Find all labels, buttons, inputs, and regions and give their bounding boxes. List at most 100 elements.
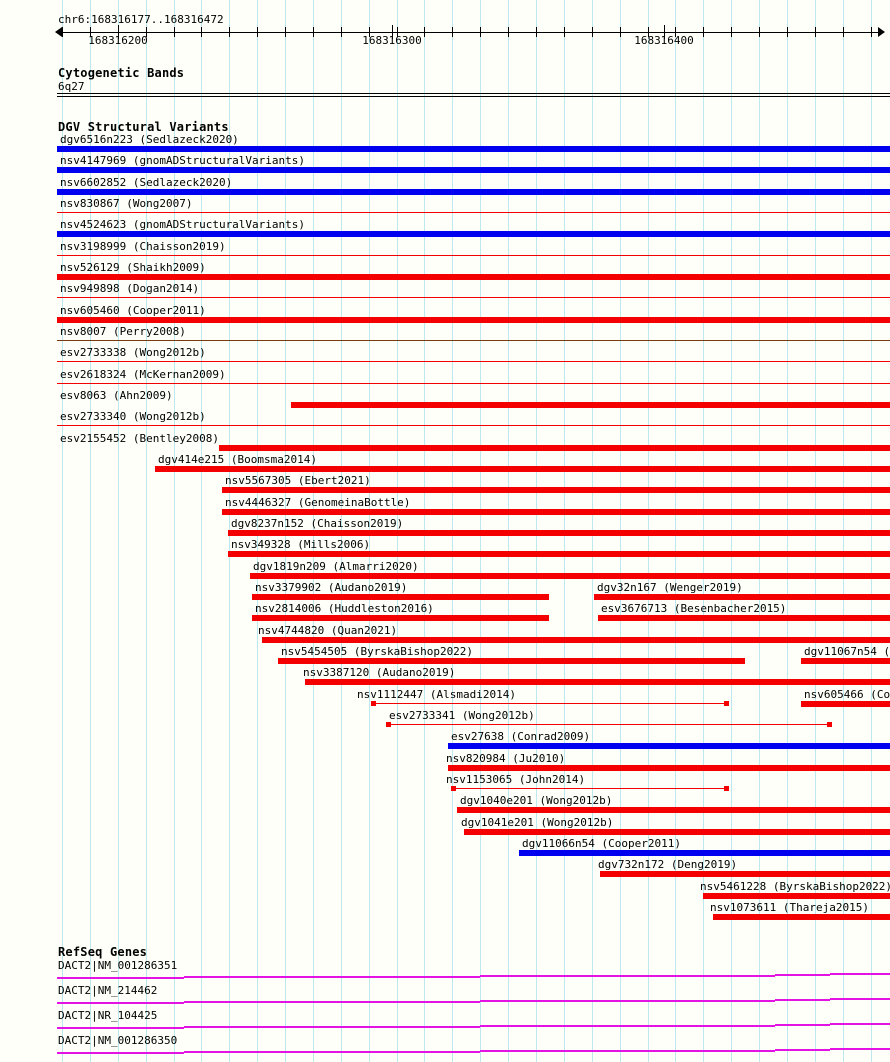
dgv-variant-bar[interactable] — [594, 593, 890, 600]
dgv-variant-label[interactable]: nsv3198999 (Chaisson2019) — [60, 239, 226, 253]
dgv-variant-bar[interactable] — [703, 892, 890, 899]
dgv-variant-label[interactable]: nsv830867 (Wong2007) — [60, 196, 193, 210]
dgv-variant-bar[interactable] — [252, 593, 549, 600]
refseq-gene-segment[interactable] — [57, 1002, 184, 1004]
dgv-variant-label[interactable]: nsv5454505 (ByrskaBishop2022) — [281, 644, 474, 658]
dgv-variant-label[interactable]: esv2618324 (McKernan2009) — [60, 367, 226, 381]
dgv-variant-line[interactable] — [57, 361, 890, 363]
refseq-gene-label[interactable]: DACT2|NM_001286350 — [58, 1034, 178, 1047]
dgv-variant-label[interactable]: nsv949898 (Dogan2014) — [60, 282, 200, 296]
dgv-variant-label[interactable]: esv2733340 (Wong2012b) — [60, 410, 206, 424]
refseq-gene-segment[interactable] — [184, 1001, 480, 1003]
dgv-variant-label[interactable]: esv2733338 (Wong2012b) — [60, 346, 206, 360]
refseq-gene-segment[interactable] — [57, 1027, 184, 1029]
dgv-variant-label[interactable]: nsv4524623 (gnomADStructuralVariants) — [60, 218, 306, 232]
dgv-variant-label[interactable]: nsv5461228 (ByrskaBishop2022) — [700, 879, 890, 893]
dgv-variant-bar[interactable] — [291, 401, 890, 408]
refseq-gene-segment[interactable] — [830, 998, 890, 1000]
dgv-variant-label[interactable]: nsv4147969 (gnomADStructuralVariants) — [60, 154, 306, 168]
dgv-variant-line[interactable] — [57, 339, 890, 341]
dgv-variant-bar[interactable] — [448, 764, 890, 771]
dgv-variant-label[interactable]: esv2733341 (Wong2012b) — [389, 708, 535, 722]
dgv-variant-bar[interactable] — [305, 679, 890, 686]
dgv-variant-label[interactable]: nsv3379902 (Audano2019) — [255, 580, 408, 594]
dgv-variant-label[interactable]: dgv732n172 (Deng2019) — [598, 858, 738, 872]
dgv-variant-bar[interactable] — [262, 636, 890, 643]
refseq-gene-segment[interactable] — [184, 1051, 480, 1053]
refseq-gene-label[interactable]: DACT2|NR_104425 — [58, 1009, 158, 1022]
dgv-variant-label[interactable]: dgv1040e201 (Wong2012b) — [460, 794, 613, 808]
dgv-variant-bar[interactable] — [222, 487, 890, 494]
dgv-variant-bar[interactable] — [448, 743, 890, 750]
dgv-variant-label[interactable]: esv2155452 (Bentley2008) — [60, 431, 219, 445]
dgv-variant-line[interactable] — [57, 382, 890, 384]
dgv-variant-label[interactable]: nsv605466 (Coop — [804, 687, 890, 701]
dgv-variant-bar[interactable] — [713, 913, 890, 920]
dgv-variant-label[interactable]: nsv3387120 (Audano2019) — [303, 666, 456, 680]
dgv-variant-bar[interactable] — [457, 807, 890, 814]
refseq-gene-segment[interactable] — [830, 1048, 890, 1050]
dgv-variant-label[interactable]: nsv1073611 (Thareja2015) — [710, 900, 869, 914]
dgv-variant-bar[interactable] — [228, 551, 890, 558]
dgv-variant-label[interactable]: dgv1041e201 (Wong2012b) — [461, 815, 614, 829]
dgv-variant-bar[interactable] — [57, 188, 890, 195]
dgv-variant-label[interactable]: esv8063 (Ahn2009) — [60, 388, 173, 402]
dgv-variant-label[interactable]: dgv414e215 (Boomsma2014) — [158, 452, 317, 466]
dgv-variant-label[interactable]: dgv11067n54 (Co — [804, 644, 890, 658]
dgv-variant-line[interactable] — [451, 787, 729, 789]
dgv-variant-bar[interactable] — [57, 273, 890, 280]
dgv-variant-label[interactable]: nsv5567305 (Ebert2021) — [225, 474, 371, 488]
dgv-variant-line[interactable] — [371, 702, 729, 704]
dgv-variant-label[interactable]: nsv4446327 (GenomeinaBottle) — [225, 495, 411, 509]
dgv-variant-label[interactable]: dgv6516n223 (Sedlazeck2020) — [60, 133, 239, 146]
dgv-variant-line[interactable] — [386, 723, 832, 725]
dgv-variant-bar[interactable] — [222, 508, 890, 515]
dgv-variant-label[interactable]: nsv820984 (Ju2010) — [446, 751, 566, 765]
dgv-variant-label[interactable]: nsv605460 (Cooper2011) — [60, 303, 206, 317]
refseq-gene-segment[interactable] — [57, 1052, 184, 1054]
dgv-variant-bar[interactable] — [600, 871, 890, 878]
dgv-variant-line[interactable] — [57, 211, 890, 213]
dgv-variant-bar[interactable] — [219, 444, 890, 451]
dgv-variant-bar[interactable] — [278, 657, 745, 664]
dgv-variant-label[interactable]: nsv1153065 (John2014) — [446, 772, 586, 786]
dgv-variant-label[interactable]: nsv526129 (Shaikh2009) — [60, 260, 206, 274]
dgv-variant-bar[interactable] — [57, 167, 890, 174]
refseq-gene-label[interactable]: DACT2|NM_001286351 — [58, 959, 178, 972]
dgv-variant-line[interactable] — [57, 297, 890, 299]
dgv-variant-bar[interactable] — [464, 828, 890, 835]
dgv-variant-label[interactable]: dgv1819n209 (Almarri2020) — [253, 559, 419, 573]
dgv-variant-bar[interactable] — [155, 465, 890, 472]
dgv-variant-line[interactable] — [57, 425, 890, 427]
dgv-variant-bar[interactable] — [57, 146, 890, 152]
refseq-gene-segment[interactable] — [184, 976, 480, 978]
dgv-variant-label[interactable]: esv27638 (Conrad2009) — [451, 730, 591, 744]
refseq-gene-label[interactable]: DACT2|NM_214462 — [58, 984, 158, 997]
dgv-variant-label[interactable]: nsv349328 (Mills2006) — [231, 538, 371, 552]
dgv-variant-bar[interactable] — [252, 615, 549, 622]
dgv-variant-bar[interactable] — [519, 849, 890, 856]
refseq-gene-segment[interactable] — [480, 1050, 775, 1052]
refseq-gene-segment[interactable] — [480, 975, 775, 977]
dgv-variant-label[interactable]: dgv11066n54 (Cooper2011) — [522, 836, 681, 850]
dgv-variant-bar[interactable] — [57, 316, 890, 323]
refseq-gene-segment[interactable] — [775, 1024, 830, 1026]
refseq-gene-segment[interactable] — [830, 1023, 890, 1025]
dgv-variant-label[interactable]: nsv2814006 (Huddleston2016) — [255, 602, 434, 616]
dgv-variant-bar[interactable] — [801, 657, 890, 664]
dgv-variant-label[interactable]: dgv8237n152 (Chaisson2019) — [231, 516, 404, 530]
dgv-variant-bar[interactable] — [250, 572, 890, 579]
refseq-gene-segment[interactable] — [775, 1049, 830, 1051]
dgv-variant-label[interactable]: nsv6602852 (Sedlazeck2020) — [60, 175, 233, 189]
refseq-gene-segment[interactable] — [57, 977, 184, 979]
refseq-gene-segment[interactable] — [830, 973, 890, 975]
dgv-variant-label[interactable]: dgv32n167 (Wenger2019) — [597, 580, 743, 594]
dgv-variant-label[interactable]: esv3676713 (Besenbacher2015) — [601, 602, 787, 616]
refseq-gene-segment[interactable] — [184, 1026, 480, 1028]
refseq-gene-segment[interactable] — [480, 1000, 775, 1002]
dgv-variant-line[interactable] — [57, 254, 890, 256]
refseq-gene-segment[interactable] — [775, 974, 830, 976]
dgv-variant-label[interactable]: nsv1112447 (Alsmadi2014) — [357, 687, 516, 701]
dgv-variant-bar[interactable] — [598, 615, 890, 622]
refseq-gene-segment[interactable] — [775, 999, 830, 1001]
